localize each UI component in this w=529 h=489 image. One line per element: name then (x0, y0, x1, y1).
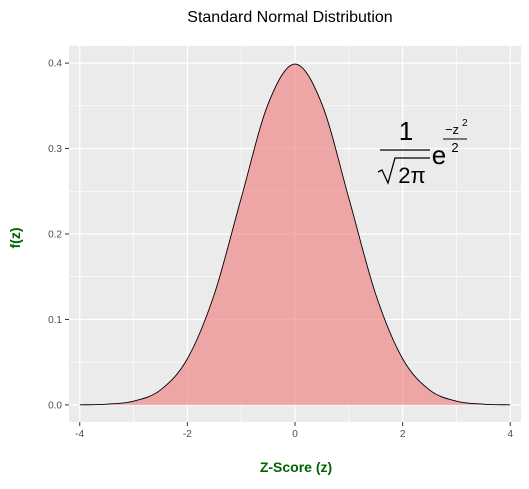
formula-exp-power: 2 (462, 118, 468, 129)
y-tick-label: 0.4 (48, 59, 62, 70)
formula-numerator: 1 (399, 116, 413, 146)
formula-exp-numerator: −z (445, 122, 459, 137)
y-tick-label: 0.0 (48, 400, 62, 411)
y-tick-label: 0.1 (48, 315, 62, 326)
formula-sqrt-arg: 2π (398, 163, 425, 188)
x-tick-label: -4 (75, 429, 84, 440)
sqrt-symbol (377, 157, 430, 185)
x-tick-label: 0 (292, 429, 298, 440)
x-tick-label: 2 (400, 429, 406, 440)
x-tick-label: -2 (183, 429, 192, 440)
density-area (79, 64, 511, 405)
y-tick-label: 0.2 (48, 230, 62, 241)
y-axis-title: f(z) (7, 228, 23, 249)
x-tick-label: 4 (507, 429, 513, 440)
density-curve (79, 63, 511, 406)
formula-base: e (432, 140, 446, 170)
chart-title: Standard Normal Distribution (187, 9, 392, 26)
normal-pdf-formula: 1 2π e −z 2 2 (377, 116, 468, 188)
x-axis: -4 -2 0 2 4 (75, 422, 513, 440)
x-axis-title: Z-Score (z) (260, 459, 332, 475)
y-axis: 0.0 0.1 0.2 0.3 0.4 (48, 59, 69, 411)
formula-exp-denominator: 2 (451, 140, 458, 155)
y-tick-label: 0.3 (48, 144, 62, 155)
